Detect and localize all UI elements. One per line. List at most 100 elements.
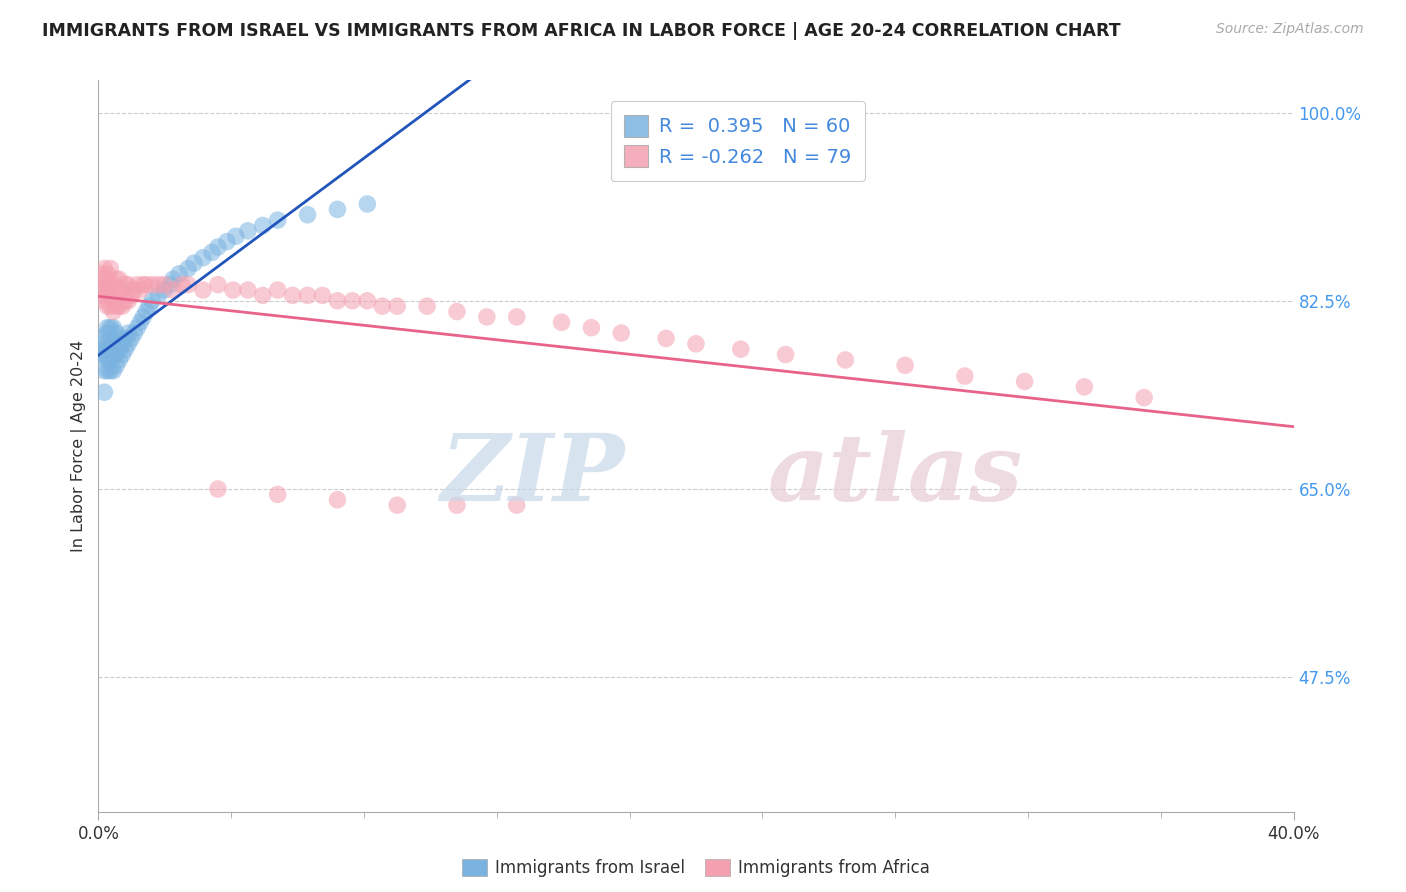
Point <box>177 261 200 276</box>
Point <box>446 498 468 512</box>
Point <box>108 331 131 345</box>
Point <box>236 224 259 238</box>
Point <box>953 369 976 384</box>
Point <box>105 299 128 313</box>
Point <box>114 293 136 308</box>
Point <box>135 304 157 318</box>
Point <box>114 277 136 292</box>
Point <box>117 336 139 351</box>
Point <box>225 229 247 244</box>
Point <box>267 213 290 227</box>
Point <box>1014 375 1036 389</box>
Point <box>93 272 115 286</box>
Point <box>730 342 752 356</box>
Point <box>96 320 118 334</box>
Point <box>111 347 134 362</box>
Point <box>311 288 333 302</box>
Point <box>215 235 238 249</box>
Point <box>98 342 122 356</box>
Point <box>1073 380 1095 394</box>
Point <box>475 310 498 324</box>
Point <box>103 277 125 292</box>
Point <box>90 267 112 281</box>
Point <box>90 288 112 302</box>
Text: ZIP: ZIP <box>440 430 624 520</box>
Point <box>167 267 190 281</box>
Point <box>191 251 214 265</box>
Point <box>356 293 378 308</box>
Point <box>111 283 134 297</box>
Point <box>93 293 115 308</box>
Point <box>326 202 349 217</box>
Point <box>775 347 797 362</box>
Point <box>105 272 128 286</box>
Point <box>201 245 224 260</box>
Point <box>117 326 139 340</box>
Point <box>416 299 439 313</box>
Point <box>356 197 378 211</box>
Point <box>610 326 633 340</box>
Point <box>93 347 115 362</box>
Text: atlas: atlas <box>768 430 1024 520</box>
Point <box>120 331 142 345</box>
Point <box>96 288 118 302</box>
Point <box>129 315 152 329</box>
Point <box>103 347 125 362</box>
Point <box>506 498 529 512</box>
Point <box>117 293 139 308</box>
Point <box>207 240 229 254</box>
Point <box>108 342 131 356</box>
Point <box>111 299 134 313</box>
Point <box>153 277 176 292</box>
Point <box>98 299 122 313</box>
Point <box>162 272 184 286</box>
Point <box>105 288 128 302</box>
Point <box>105 336 128 351</box>
Point <box>103 304 125 318</box>
Point <box>141 277 163 292</box>
Point <box>385 299 409 313</box>
Point <box>108 299 131 313</box>
Point <box>93 283 115 297</box>
Point <box>326 492 349 507</box>
Point <box>326 293 349 308</box>
Point <box>172 277 194 292</box>
Point <box>207 482 229 496</box>
Point <box>93 261 115 276</box>
Point <box>135 277 157 292</box>
Point <box>252 288 274 302</box>
Point <box>222 283 245 297</box>
Point <box>98 331 122 345</box>
Point <box>98 364 122 378</box>
Point <box>103 364 125 378</box>
Point <box>236 283 259 297</box>
Point <box>177 277 200 292</box>
Point <box>105 347 128 362</box>
Point <box>297 288 319 302</box>
Point <box>148 277 170 292</box>
Point <box>120 288 142 302</box>
Point <box>138 299 160 313</box>
Point <box>342 293 364 308</box>
Point <box>96 353 118 368</box>
Point <box>297 208 319 222</box>
Text: Source: ZipAtlas.com: Source: ZipAtlas.com <box>1216 22 1364 37</box>
Point <box>108 283 131 297</box>
Point <box>183 256 205 270</box>
Y-axis label: In Labor Force | Age 20-24: In Labor Force | Age 20-24 <box>72 340 87 552</box>
Point <box>159 277 181 292</box>
Point <box>385 498 409 512</box>
Point <box>207 277 229 292</box>
Point <box>162 283 184 297</box>
Point <box>114 331 136 345</box>
Point <box>252 219 274 233</box>
Point <box>834 353 856 368</box>
Point <box>105 359 128 373</box>
Point <box>103 293 125 308</box>
Text: IMMIGRANTS FROM ISRAEL VS IMMIGRANTS FROM AFRICA IN LABOR FORCE | AGE 20-24 CORR: IMMIGRANTS FROM ISRAEL VS IMMIGRANTS FRO… <box>42 22 1121 40</box>
Point <box>90 331 112 345</box>
Point <box>108 272 131 286</box>
Point <box>148 288 170 302</box>
Point <box>655 331 678 345</box>
Point <box>132 277 155 292</box>
